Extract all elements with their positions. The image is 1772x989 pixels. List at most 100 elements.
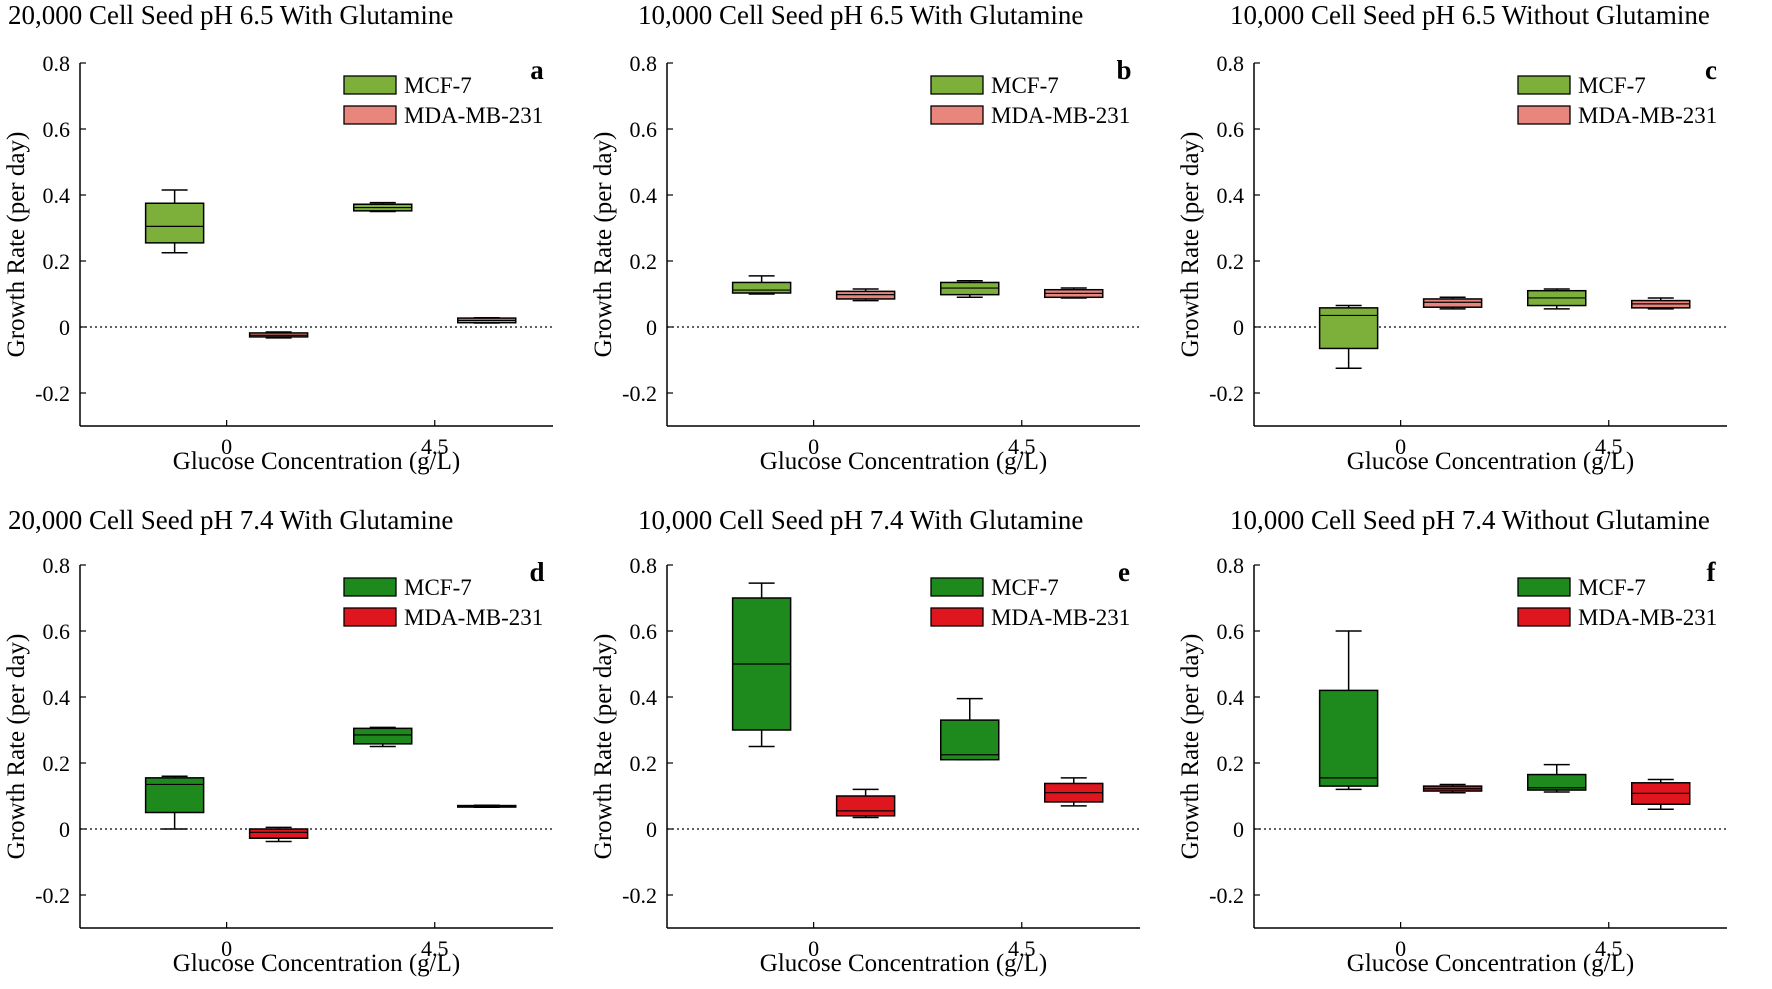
y-tick-label: 0.4: [1217, 183, 1245, 208]
box-iqr: [1318, 689, 1379, 787]
legend-label: MDA-MB-231: [404, 605, 543, 630]
y-tick-label: 0.6: [43, 619, 71, 644]
box-mda-mb-231-glucose-4-5: [1044, 777, 1104, 807]
x-tick-label: 0: [221, 936, 232, 961]
y-tick-label: 0.8: [630, 51, 658, 76]
y-tick-label: 0.6: [1217, 619, 1245, 644]
legend-swatch-mcf7: [1517, 75, 1571, 95]
chart-title: 20,000 Cell Seed pH 7.4 With Glutamine: [8, 505, 453, 535]
y-tick-label: 0.8: [43, 51, 71, 76]
legend-label: MCF-7: [991, 575, 1059, 600]
y-tick-label: 0.8: [1217, 553, 1245, 578]
y-axis-label: Growth Rate (per day): [1177, 634, 1204, 860]
box-iqr: [1318, 307, 1379, 350]
chart-panel-c: 10,000 Cell Seed pH 6.5 Without Glutamin…: [1177, 0, 1727, 475]
legend-label: MDA-MB-231: [1578, 605, 1717, 630]
panel-letter: c: [1705, 55, 1717, 85]
box-iqr: [1527, 773, 1587, 791]
box-mcf-7-glucose-4-5: [353, 726, 413, 748]
legend-swatch-mda-mb-231: [343, 607, 397, 627]
y-tick-label: 0: [646, 315, 657, 340]
legend-swatch-mcf7: [930, 75, 984, 95]
box-mda-mb-231-glucose-0: [1422, 783, 1483, 794]
legend-label: MCF-7: [1578, 575, 1646, 600]
y-tick-label: -0.2: [1209, 381, 1244, 406]
legend-swatch-mda-mb-231: [1517, 105, 1571, 125]
legend-label: MDA-MB-231: [991, 605, 1130, 630]
x-tick-label: 4.5: [1008, 936, 1036, 961]
y-tick-label: 0: [1233, 315, 1244, 340]
y-tick-label: 0.2: [630, 249, 658, 274]
y-tick-label: 0.4: [630, 183, 658, 208]
y-tick-label: -0.2: [1209, 883, 1244, 908]
box-iqr: [1422, 298, 1483, 308]
legend-label: MCF-7: [1578, 73, 1646, 98]
x-axis-label: Glucose Concentration (g/L): [760, 448, 1047, 475]
box-mda-mb-231-glucose-4-5: [1631, 297, 1691, 310]
chart-title: 20,000 Cell Seed pH 6.5 With Glutamine: [8, 0, 453, 30]
box-mda-mb-231-glucose-4-5: [1631, 778, 1691, 810]
box-mcf-7-glucose-0: [1318, 304, 1379, 369]
chart-panel-e: 10,000 Cell Seed pH 7.4 With Glutamine -0…: [590, 505, 1140, 977]
x-tick-label: 4.5: [421, 936, 449, 961]
box-mcf-7-glucose-4-5: [1527, 763, 1587, 793]
box-mda-mb-231-glucose-0: [248, 826, 309, 843]
box-mda-mb-231-glucose-0: [1422, 296, 1483, 310]
y-tick-label: -0.2: [35, 883, 70, 908]
chart-title: 10,000 Cell Seed pH 6.5 Without Glutamin…: [1230, 0, 1710, 30]
y-tick-label: 0.2: [43, 249, 71, 274]
y-tick-label: 0: [59, 817, 70, 842]
y-tick-label: 0.4: [630, 685, 658, 710]
y-tick-label: 0.6: [630, 619, 658, 644]
box-mcf-7-glucose-4-5: [353, 201, 413, 213]
y-tick-label: 0.4: [43, 183, 71, 208]
legend-label: MDA-MB-231: [1578, 103, 1717, 128]
chart-panel-f: 10,000 Cell Seed pH 7.4 Without Glutamin…: [1177, 505, 1727, 977]
chart-title: 10,000 Cell Seed pH 7.4 Without Glutamin…: [1230, 505, 1710, 535]
legend-swatch-mda-mb-231: [930, 607, 984, 627]
legend-label: MCF-7: [404, 73, 472, 98]
y-tick-label: 0: [646, 817, 657, 842]
x-tick-label: 0: [808, 434, 819, 459]
panel-letter: d: [529, 557, 544, 587]
x-axis-label: Glucose Concentration (g/L): [1347, 950, 1634, 977]
x-tick-label: 4.5: [1595, 936, 1623, 961]
chart-title: 10,000 Cell Seed pH 6.5 With Glutamine: [638, 0, 1083, 30]
y-tick-label: 0.2: [1217, 249, 1245, 274]
legend-swatch-mcf7: [1517, 577, 1571, 597]
box-mcf-7-glucose-0: [144, 189, 205, 254]
y-tick-label: 0.2: [1217, 751, 1245, 776]
x-tick-label: 0: [1395, 936, 1406, 961]
y-tick-label: 0.4: [1217, 685, 1245, 710]
box-mda-mb-231-glucose-0: [835, 788, 896, 819]
box-iqr: [353, 727, 413, 745]
box-mcf-7-glucose-0: [731, 582, 792, 748]
box-mda-mb-231-glucose-4-5: [1044, 287, 1104, 299]
box-iqr: [940, 719, 1000, 761]
legend-swatch-mcf7: [343, 75, 397, 95]
y-tick-label: 0.2: [43, 751, 71, 776]
box-mda-mb-231-glucose-4-5: [457, 317, 517, 324]
legend-swatch-mda-mb-231: [343, 105, 397, 125]
legend-swatch-mcf7: [930, 577, 984, 597]
x-axis-label: Glucose Concentration (g/L): [173, 950, 460, 977]
chart-panel-b: 10,000 Cell Seed pH 6.5 With Glutamine -0…: [590, 0, 1140, 475]
chart-panel-a: 20,000 Cell Seed pH 6.5 With Glutamine -0…: [3, 0, 553, 475]
y-axis-label: Growth Rate (per day): [590, 634, 617, 860]
y-tick-label: -0.2: [622, 883, 657, 908]
y-tick-label: -0.2: [622, 381, 657, 406]
box-iqr: [731, 281, 792, 294]
x-axis-label: Glucose Concentration (g/L): [760, 950, 1047, 977]
legend-swatch-mcf7: [343, 577, 397, 597]
panel-letter: f: [1707, 557, 1717, 587]
x-tick-label: 0: [808, 936, 819, 961]
panel-letter: e: [1118, 557, 1130, 587]
box-mcf-7-glucose-4-5: [940, 280, 1000, 299]
y-tick-label: 0.6: [43, 117, 71, 142]
legend-label: MDA-MB-231: [404, 103, 543, 128]
box-mcf-7-glucose-0: [144, 775, 205, 830]
box-iqr: [144, 202, 205, 244]
y-axis-label: Growth Rate (per day): [590, 132, 617, 358]
box-iqr: [144, 777, 205, 814]
box-mcf-7-glucose-4-5: [1527, 288, 1587, 310]
